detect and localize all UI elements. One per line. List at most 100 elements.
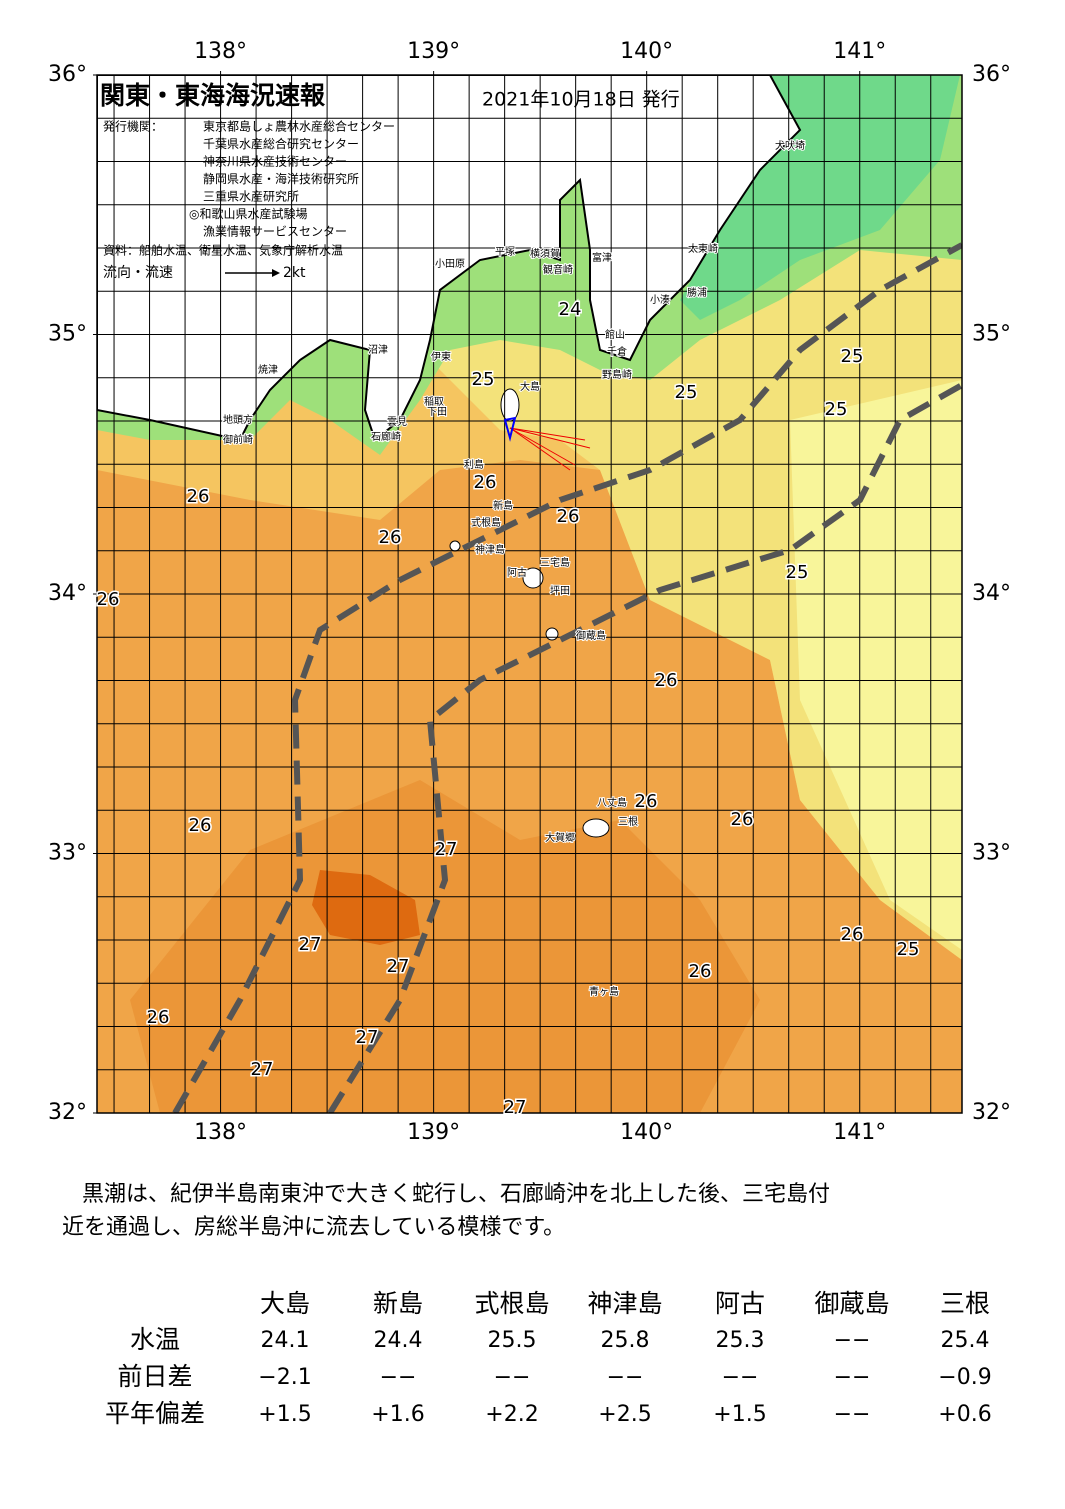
contour-label: 25 — [897, 939, 920, 960]
place-label: 焼津 — [258, 364, 278, 376]
flow-origin — [503, 416, 517, 442]
contour-label: 26 — [379, 527, 402, 548]
cell: +2.5 — [598, 1402, 651, 1427]
cell: −0.9 — [938, 1365, 991, 1390]
place-label: 式根島 — [471, 516, 501, 529]
description: 黒潮は、紀伊半島南東沖で大きく蛇行し、石廊崎沖を北上した後、三宅島付 — [82, 1182, 830, 1207]
contour-label: 26 — [97, 589, 120, 610]
title: 関東・東海海況速報 — [100, 81, 326, 110]
contour-label: 25 — [786, 562, 809, 583]
cell: −− — [834, 1402, 871, 1427]
issuer: 漁業情報サービスセンター — [203, 225, 347, 239]
contour-label: 26 — [557, 506, 580, 527]
issue-date: 2021年10月18日 発行 — [482, 89, 680, 111]
column-header: 大島 — [260, 1289, 310, 1318]
contour-label: 25 — [825, 399, 848, 420]
contour-label: 26 — [187, 486, 210, 507]
lat-label: 32° — [48, 1100, 87, 1125]
cell: +1.5 — [258, 1402, 311, 1427]
place-label: 大島 — [520, 380, 540, 393]
place-label: 伊東 — [431, 350, 451, 363]
row-header: 平年偏差 — [105, 1399, 205, 1428]
place-label: 犬吠埼 — [775, 139, 805, 152]
contour-label: 26 — [655, 670, 678, 691]
cell: +0.6 — [938, 1402, 991, 1427]
cell: +2.2 — [485, 1402, 538, 1427]
contour-label: 24 — [559, 299, 582, 320]
contour-label: 25 — [675, 382, 698, 403]
lat-label: 33° — [48, 841, 87, 866]
kuroshio-edge — [327, 382, 962, 1113]
island — [500, 388, 520, 422]
issuer-label: 発行機関： — [103, 119, 163, 134]
cell: −− — [380, 1365, 417, 1390]
cell: 25.8 — [601, 1328, 650, 1353]
lon-label: 138° — [194, 1120, 247, 1145]
island — [545, 627, 559, 641]
place-label: 館山 — [605, 328, 625, 341]
contour-label: 27 — [504, 1097, 527, 1118]
contour-label: 27 — [251, 1059, 274, 1080]
issuer: 東京都島しょ農林水産総合センター — [203, 119, 395, 134]
place-label: 観音崎 — [543, 263, 573, 276]
legend-arrowhead — [272, 269, 280, 277]
column-header: 神津島 — [587, 1289, 662, 1318]
coastal-green — [680, 75, 960, 320]
place-label: 三宅島 — [540, 556, 570, 569]
place-label: 千倉 — [607, 345, 627, 358]
lat-label: 33° — [972, 841, 1011, 866]
lon-label: 140° — [620, 39, 673, 64]
cell: 25.3 — [716, 1328, 765, 1353]
place-label: 横須賀 — [530, 247, 560, 260]
contour-label: 26 — [189, 815, 212, 836]
legend-speed: 2kt — [283, 265, 306, 281]
contour-label: 26 — [474, 472, 497, 493]
place-label: 利島 — [464, 458, 484, 471]
column-header: 三根 — [940, 1289, 990, 1318]
lat-label: 36° — [48, 62, 87, 87]
contour-label: 26 — [731, 809, 754, 830]
cell: −− — [834, 1328, 871, 1353]
map-area — [97, 75, 962, 1113]
lat-label: 34° — [48, 581, 87, 606]
contour-label: 27 — [299, 934, 322, 955]
place-label: 新島 — [493, 499, 513, 512]
contour-label: 27 — [387, 956, 410, 977]
sea-hot — [312, 870, 420, 945]
contour-label: 26 — [635, 791, 658, 812]
issuer: 静岡県水産・海洋技術研究所 — [203, 171, 359, 186]
issuer: 神奈川県水産技術センター — [203, 154, 347, 169]
contour-label: 25 — [472, 369, 495, 390]
place-label: 坪田 — [550, 584, 570, 597]
issuer: 三重県水産研究所 — [203, 189, 299, 204]
cell: +1.5 — [713, 1402, 766, 1427]
place-label: 大賀郷 — [545, 831, 575, 844]
place-label: 八丈島 — [597, 796, 627, 809]
column-header: 式根島 — [474, 1289, 549, 1318]
place-label: 平塚 — [495, 246, 515, 258]
place-label: 沼津 — [368, 343, 388, 356]
place-label: 青ヶ島 — [589, 985, 619, 998]
lat-label: 32° — [972, 1100, 1011, 1125]
cell: −− — [494, 1365, 531, 1390]
lon-label: 138° — [194, 39, 247, 64]
island — [522, 567, 544, 589]
place-label: 下田 — [427, 407, 447, 418]
cell: −2.1 — [258, 1365, 311, 1390]
cell: 24.4 — [374, 1328, 423, 1353]
lon-label: 141° — [833, 39, 886, 64]
issuer: ◎和歌山県水産試験場 — [189, 206, 307, 221]
legend-label: 流向・流速 — [103, 265, 173, 281]
cell: 25.5 — [488, 1328, 537, 1353]
issuer: 千葉県水産総合研究センター — [203, 136, 359, 151]
place-label: 富津 — [592, 251, 612, 264]
sea-warmer — [130, 780, 760, 1113]
lat-label: 35° — [48, 322, 87, 347]
land — [97, 75, 802, 442]
cell: 25.4 — [941, 1328, 990, 1353]
place-label: 雲見 — [387, 416, 407, 428]
lat-label: 34° — [972, 581, 1011, 606]
cell: −− — [722, 1365, 759, 1390]
description: 近を通過し、房総半島沖に流去している模様です。 — [62, 1215, 565, 1240]
place-label: 地頭方 — [223, 413, 253, 426]
